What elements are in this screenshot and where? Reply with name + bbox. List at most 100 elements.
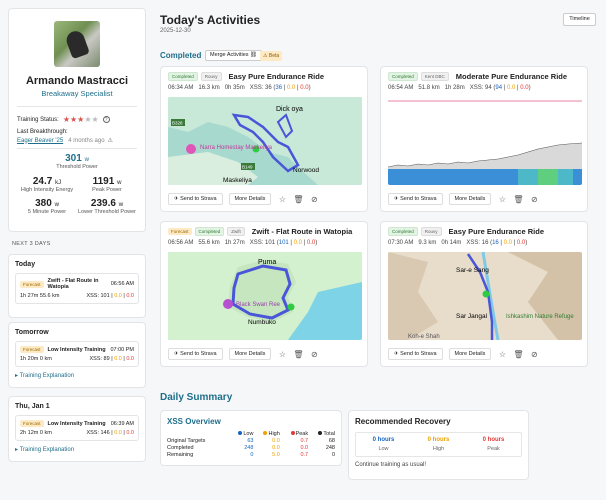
xss-overview-table: Low High Peak Total Original Targets 63 0.… [167, 430, 335, 458]
planned-workout[interactable]: Forecast Low Intensity Training 07:00 PM 1… [15, 341, 139, 367]
hide-icon[interactable]: ⊘ [531, 194, 538, 204]
more-details-button[interactable]: More Details [448, 193, 492, 205]
star-icon[interactable]: ☆ [498, 194, 506, 204]
day-card-tomorrow: Tomorrow Forecast Low Intensity Training 0… [8, 322, 146, 388]
training-status-label: Training Status: [17, 116, 59, 123]
source-badge: Rouvy [420, 227, 442, 236]
trash-icon[interactable]: 🗑 [293, 194, 304, 204]
trash-icon[interactable]: 🗑 [513, 349, 524, 359]
send-to-strava-button[interactable]: ✈ Send to Strava [388, 348, 443, 360]
more-details-button[interactable]: More Details [228, 193, 272, 205]
hide-icon[interactable]: ⊘ [311, 349, 318, 359]
activity-card: Completed Rouvy Easy Pure Endurance Ride 0… [160, 66, 368, 212]
more-details-button[interactable]: More Details [228, 348, 272, 360]
workout-name: Low Intensity Training [47, 346, 106, 353]
recovery-title: Recommended Recovery [355, 417, 451, 426]
daily-summary-heading: Daily Summary [160, 392, 233, 403]
star-icon[interactable]: ☆ [498, 349, 506, 359]
day-title: Thu, Jan 1 [15, 403, 50, 410]
activity-name[interactable]: Easy Pure Endurance Ride [448, 227, 544, 236]
activity-card: Completed Rouvy Easy Pure Endurance Ride 0… [380, 221, 588, 367]
day-card-today: Today Forecast Zwift - Flat Route in Wato… [8, 254, 146, 318]
svg-text:Ishkashim Nature Refuge: Ishkashim Nature Refuge [506, 314, 574, 320]
training-explanation-toggle[interactable]: ▸ Training Explanation [15, 447, 75, 453]
hide-icon[interactable]: ⊘ [531, 349, 538, 359]
more-details-button[interactable]: More Details [448, 348, 492, 360]
merge-activities-button[interactable]: Merge Activities ⛓ [205, 50, 263, 61]
power-chart[interactable] [388, 97, 582, 185]
last-breakthrough-label: Last Breakthrough: [17, 129, 68, 135]
send-to-strava-button[interactable]: ✈ Send to Strava [388, 193, 443, 205]
stat-ltp: 239.6 w Lower Threshold Power [78, 198, 136, 215]
source-badge: Rouvy [200, 72, 222, 81]
star-icon[interactable]: ☆ [278, 194, 286, 204]
xss-overview-title: XSS Overview [167, 417, 221, 426]
svg-text:Black Swan Ree: Black Swan Ree [236, 302, 281, 308]
workout-time: 07:00 PM [110, 346, 134, 353]
completed-badge: Completed [388, 227, 418, 236]
activity-name[interactable]: Zwift - Flat Route in Watopia [251, 227, 353, 236]
route-map[interactable]: Puma Black Swan Ree Numbuko [168, 252, 362, 340]
athlete-title: Breakaway Specialist [41, 89, 113, 98]
activity-name[interactable]: Easy Pure Endurance Ride [228, 72, 324, 81]
workout-name: Low Intensity Training [47, 420, 106, 427]
athlete-name: Armando Mastracci [25, 75, 129, 87]
stat-hie: 24.7 kJ High Intensity Energy [20, 176, 74, 193]
forecast-badge: Forecast [20, 280, 44, 288]
send-to-strava-button[interactable]: ✈ Send to Strava [168, 193, 223, 205]
route-map[interactable]: Sar-e Sang Sar Jangal Ishkashim Nature R… [388, 252, 582, 340]
planned-workout[interactable]: Forecast Zwift - Flat Route in Watopia 06:… [15, 273, 139, 304]
breakthrough-link[interactable]: Eager Beaver '25 [17, 137, 64, 144]
recovery-high: 0 hours High [427, 437, 450, 452]
table-row: Original Targets 63 0.0 0.7 68 [167, 437, 335, 444]
xss-overview-card: XSS Overview Low High Peak Total Origina… [160, 410, 342, 466]
help-icon[interactable]: ? [102, 116, 110, 123]
hide-icon[interactable]: ⊘ [311, 194, 318, 204]
stat-peak: 1191 w Peak Power [92, 176, 122, 193]
activity-card: Forecast Completed Zwift Zwift - Flat Route… [160, 221, 368, 367]
recovery-peak: 0 hours Peak [482, 437, 505, 452]
recovery-card: Recommended Recovery 0 hours Low 0 hours H… [348, 410, 529, 480]
training-status: Training Status: ★★★★★ ? [17, 115, 137, 124]
star-icon[interactable]: ☆ [278, 349, 286, 359]
timeline-button[interactable]: Timeline [563, 13, 596, 26]
warning-icon: ⚠ [107, 138, 113, 144]
trash-icon[interactable]: 🗑 [293, 349, 304, 359]
training-explanation-toggle[interactable]: ▸ Training Explanation [15, 373, 75, 379]
source-badge: Kent DBC [420, 72, 449, 81]
recovery-note: Continue training as usual! [355, 462, 427, 468]
status-stars: ★★★★★ [62, 115, 99, 124]
svg-text:Koh-e Shah: Koh-e Shah [408, 334, 440, 340]
completed-heading: Completed [160, 51, 202, 60]
forecast-badge: Forecast [20, 420, 44, 427]
planned-workout[interactable]: Forecast Low Intensity Training 06:39 AM 2… [15, 415, 139, 441]
forecast-badge: Forecast [168, 228, 192, 235]
completed-badge: Completed [168, 72, 198, 81]
forecast-badge: Forecast [20, 346, 44, 353]
day-title: Tomorrow [15, 329, 49, 336]
beta-badge: ⚠ Beta [260, 51, 283, 61]
link-icon: ⛓ [250, 52, 258, 58]
svg-text:Puma: Puma [258, 259, 276, 266]
workout-name: Zwift - Flat Route in Watopia [47, 278, 99, 290]
route-map[interactable]: Dick oya Narra Homestay Maskeliya Norwoo… [168, 97, 362, 185]
stats-grid: 24.7 kJ High Intensity Energy 1191 w Peak … [17, 176, 137, 215]
activity-name[interactable]: Moderate Pure Endurance Ride [455, 72, 568, 81]
send-to-strava-button[interactable]: ✈ Send to Strava [168, 348, 223, 360]
threshold-power: 301 w Threshold Power [56, 153, 98, 170]
trash-icon[interactable]: 🗑 [513, 194, 524, 204]
svg-text:B328: B328 [172, 121, 183, 126]
workout-time: 06:39 AM [110, 420, 134, 427]
page-title: Today's Activities [160, 13, 261, 27]
svg-text:Norwood: Norwood [293, 167, 319, 174]
completed-badge: Completed [194, 227, 225, 236]
recovery-values: 0 hours Low 0 hours High 0 hours Peak [355, 432, 522, 457]
svg-text:Maskeliya: Maskeliya [223, 177, 252, 184]
avatar[interactable] [54, 21, 100, 67]
svg-text:Sar Jangal: Sar Jangal [456, 313, 488, 320]
activity-card: Completed Kent DBC Moderate Pure Endurance… [380, 66, 588, 212]
next-days-heading: NEXT 3 DAYS [12, 241, 51, 247]
svg-text:Numbuko: Numbuko [248, 319, 276, 326]
table-row: Completed 248 0.0 0.0 248 [167, 444, 335, 451]
